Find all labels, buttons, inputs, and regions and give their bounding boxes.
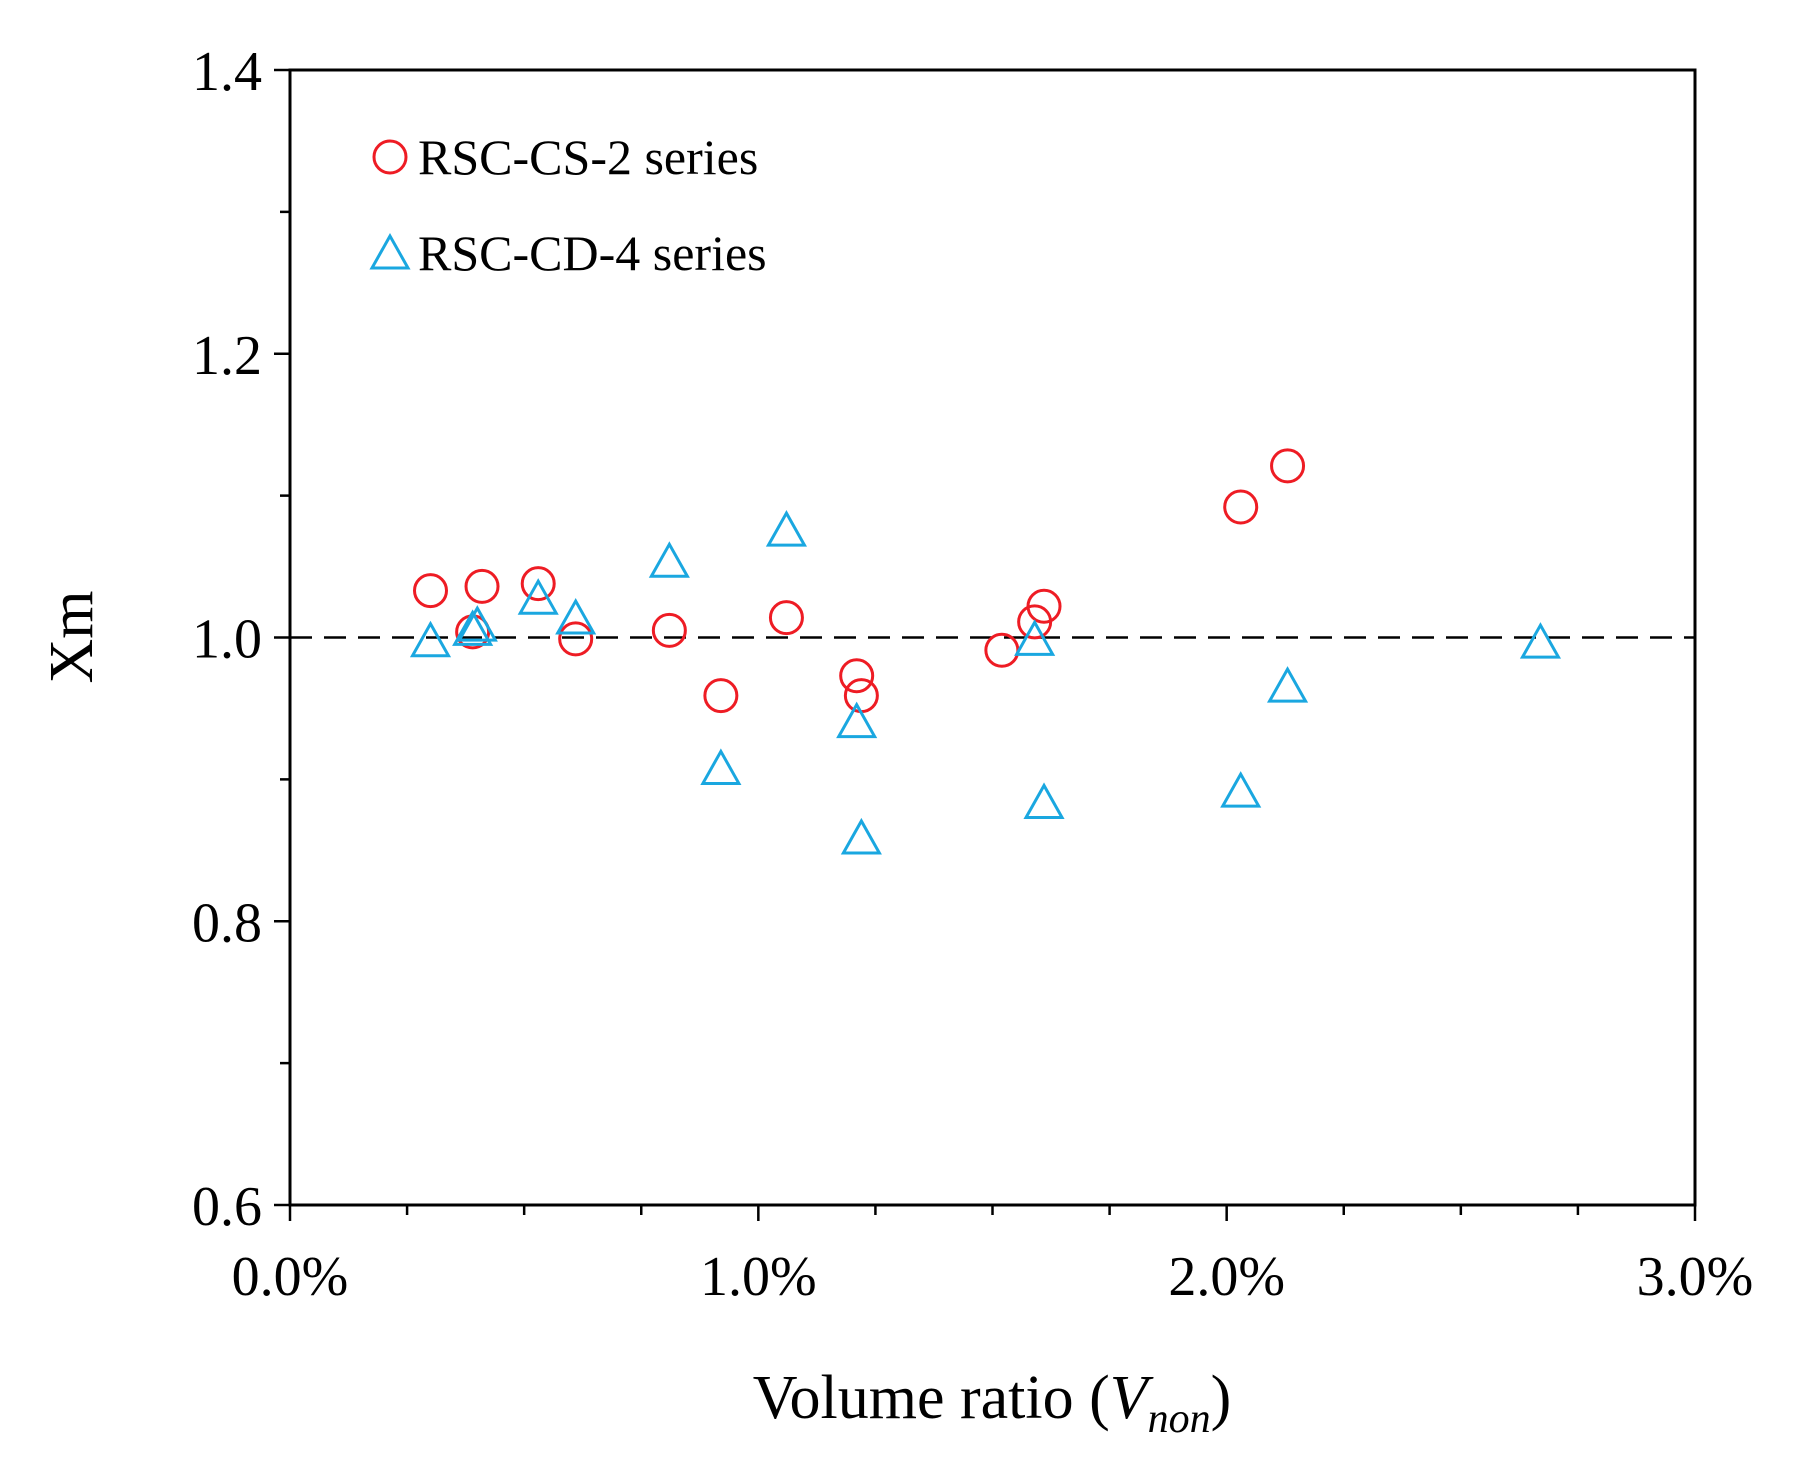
legend-label-rsc-cd-4: RSC-CD-4 series [418,225,767,281]
y-tick-label: 1.4 [192,41,262,103]
x-axis-title: Volume ratio (Vnon) [753,1364,1232,1442]
data-point-triangle [555,597,597,635]
data-point-triangle [1519,622,1562,659]
x-axis-title-var: V [1110,1364,1154,1432]
data-point-triangle [1266,666,1309,703]
data-point-circle [464,568,500,604]
data-point-circle [984,632,1020,668]
data-point-circle [558,621,594,657]
data-point-triangle [840,817,882,855]
data-point-circle [520,566,556,602]
x-axis-title-sub: non [1148,1396,1211,1442]
data-point-circle [1270,448,1306,484]
y-tick-label: 0.8 [192,892,262,954]
data-point-circle [1026,588,1062,624]
data-point-circle [651,612,687,648]
legend-marker-circle [372,139,408,175]
x-axis-title-prefix: Volume ratio ( [753,1364,1110,1432]
legend-label-rsc-cs-2: RSC-CS-2 series [418,129,758,185]
y-axis-title: Xm [38,591,106,684]
data-point-circle [413,573,448,609]
data-point-triangle [1023,782,1065,819]
x-tick-label: 2.0% [1168,1246,1285,1308]
data-point-triangle [836,701,878,739]
data-point-triangle [452,609,494,646]
data-point-circle [768,600,804,636]
x-tick-label: 0.0% [232,1246,349,1308]
y-tick-label: 1.0 [192,609,262,671]
x-axis-title-suffix: ) [1211,1364,1232,1432]
data-point-triangle [409,620,452,658]
data-point-triangle [700,748,742,785]
data-point-triangle [1220,771,1262,808]
data-point-triangle [517,578,559,615]
data-point-triangle [1014,619,1056,656]
y-tick-label: 1.2 [192,325,262,387]
legend: RSC-CS-2 series RSC-CD-4 series [369,129,767,281]
data-point-triangle [456,605,498,642]
x-tick-label: 3.0% [1637,1246,1754,1308]
data-point-triangle [648,541,690,578]
data-point-circle [843,678,879,714]
y-tick-label: 0.6 [192,1176,262,1238]
data-point-circle [1223,489,1259,525]
data-markers [409,448,1562,855]
data-point-circle [703,678,739,714]
data-point-circle [839,658,875,694]
tick-labels: 0.0% 1.0% 2.0% 3.0% 0.6 0.8 1.0 1.2 1.4 [192,41,1753,1308]
axis-ticks [274,68,1697,1221]
data-point-triangle [765,510,807,547]
x-tick-label: 1.0% [700,1246,817,1308]
legend-marker-triangle [369,232,411,270]
